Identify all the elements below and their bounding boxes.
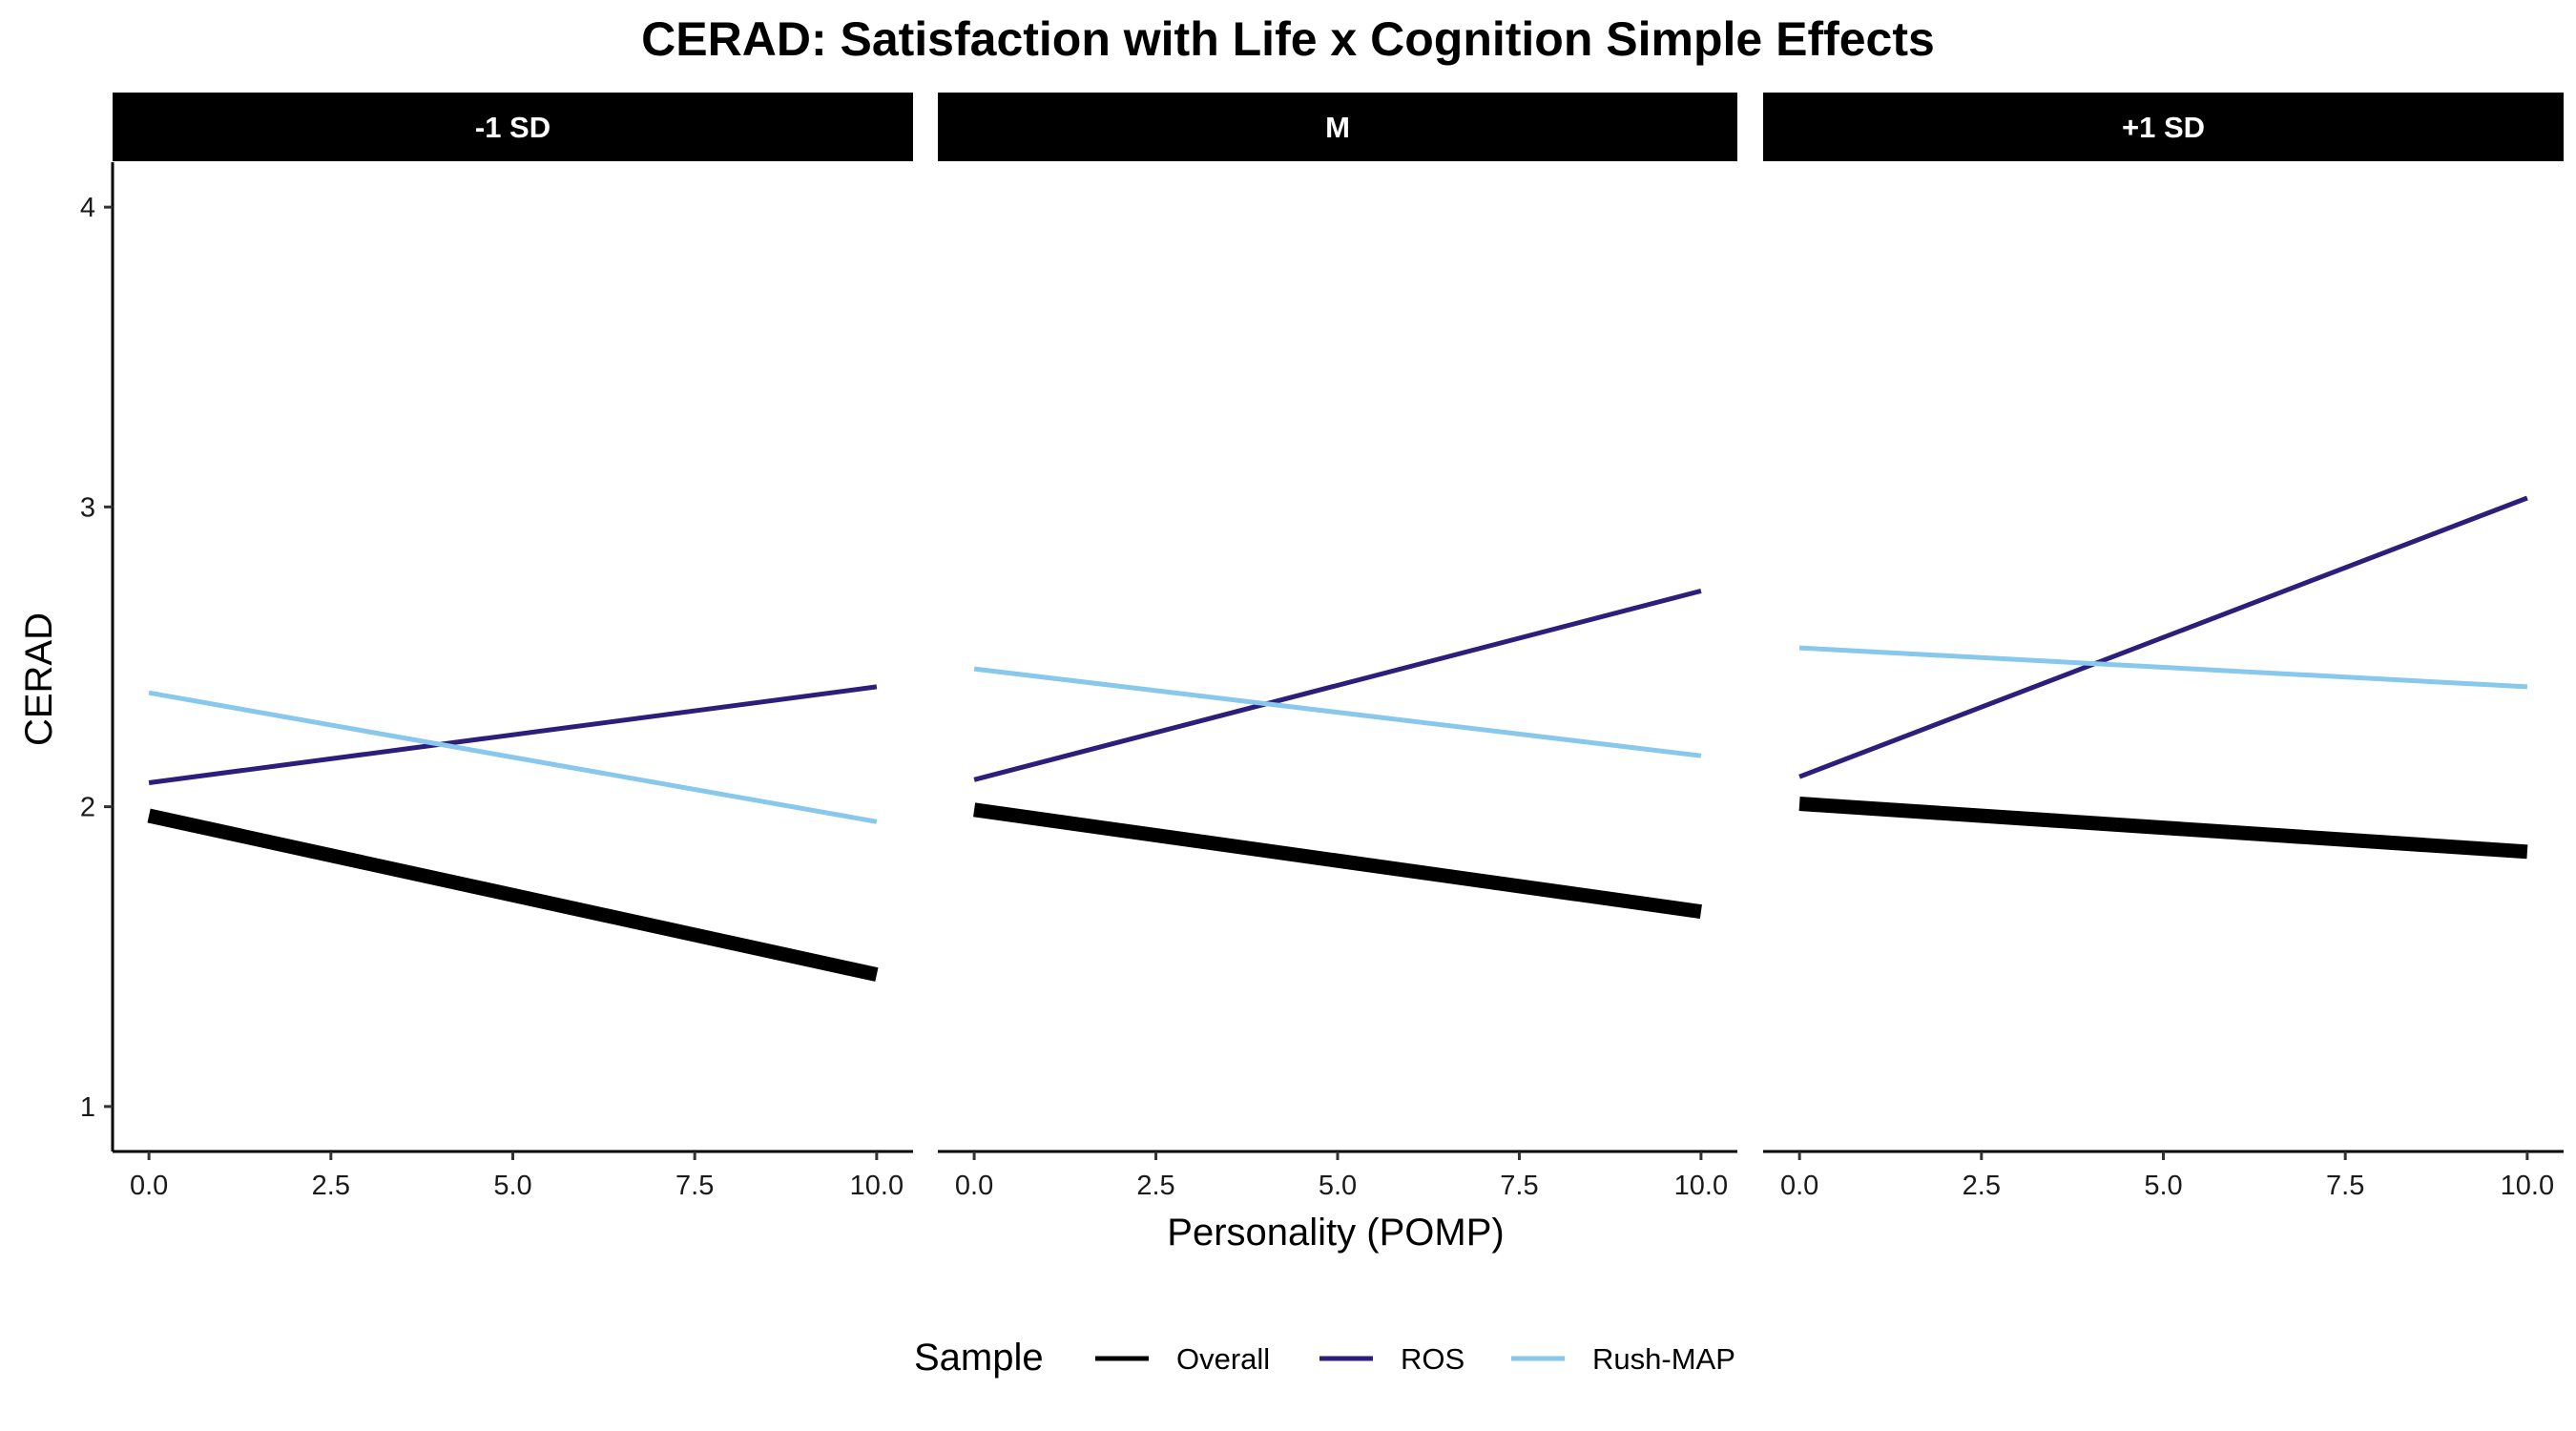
x-axis-title: Personality (POMP) [1167, 1212, 1504, 1254]
series-line-rush-map [148, 690, 878, 824]
y-tick-label: 3 [80, 492, 95, 523]
series-line-ros [973, 588, 1702, 782]
facet-panel-2: +1 SD 0.0 2.5 5.0 7.5 10.0 [1763, 93, 2564, 1201]
x-tick-label: 0.0 [130, 1171, 168, 1201]
facet-strip-label: +1 SD [2122, 111, 2205, 144]
series-line-rush-map [1798, 645, 2528, 690]
facet-strip-label: M [1325, 111, 1350, 144]
y-tick-label: 2 [80, 793, 95, 823]
legend-title: Sample [914, 1337, 1044, 1379]
x-tick-label: 0.0 [955, 1171, 993, 1201]
x-tick-label: 10.0 [850, 1171, 904, 1201]
series-line-overall [147, 808, 879, 982]
chart-title: CERAD: Satisfaction with Life x Cognitio… [641, 12, 1935, 66]
x-tick-label: 7.5 [675, 1171, 714, 1201]
x-tick-label: 2.5 [1963, 1171, 2001, 1201]
x-tick-label: 10.0 [1674, 1171, 1728, 1201]
x-tick-label: 5.0 [2144, 1171, 2182, 1201]
series-line-rush-map [973, 666, 1702, 758]
facet-strip [938, 93, 1737, 161]
y-tick-label: 1 [80, 1092, 95, 1123]
series-line-ros [1798, 495, 2528, 779]
legend-entry-rush-map: Rush-MAP [1511, 1342, 1735, 1376]
facet-strip-label: -1 SD [475, 111, 551, 144]
y-axis-title: CERAD [18, 612, 60, 746]
panels: -1 SD 0.0 2.5 5.0 7.5 10.0 1 2 3 4 M 0.0 2.5 5.0 7.5 10… [80, 93, 2564, 1201]
y-tick-label: 4 [80, 193, 95, 223]
series-line-overall [1798, 797, 2528, 860]
legend-label: Overall [1176, 1342, 1270, 1376]
legend: Sample Overall ROS Rush-MAP [914, 1337, 1735, 1379]
facet-strip [1763, 93, 2564, 161]
facet-panel-1: M 0.0 2.5 5.0 7.5 10.0 [938, 93, 1737, 1201]
facet-panel-0: -1 SD 0.0 2.5 5.0 7.5 10.0 1 2 3 4 [80, 93, 913, 1201]
x-tick-label: 2.5 [312, 1171, 350, 1201]
legend-label: ROS [1401, 1342, 1465, 1376]
x-tick-label: 7.5 [2326, 1171, 2364, 1201]
legend-entry-ros: ROS [1319, 1342, 1465, 1376]
x-tick-label: 10.0 [2501, 1171, 2554, 1201]
x-tick-label: 7.5 [1500, 1171, 1538, 1201]
series-line-ros [148, 684, 878, 785]
series-line-overall [973, 802, 1702, 920]
legend-label: Rush-MAP [1592, 1342, 1735, 1376]
facet-strip [113, 93, 913, 161]
x-tick-label: 5.0 [1319, 1171, 1357, 1201]
legend-entry-overall: Overall [1095, 1342, 1270, 1376]
x-tick-label: 0.0 [1780, 1171, 1818, 1201]
x-tick-label: 2.5 [1136, 1171, 1174, 1201]
x-tick-label: 5.0 [493, 1171, 531, 1201]
